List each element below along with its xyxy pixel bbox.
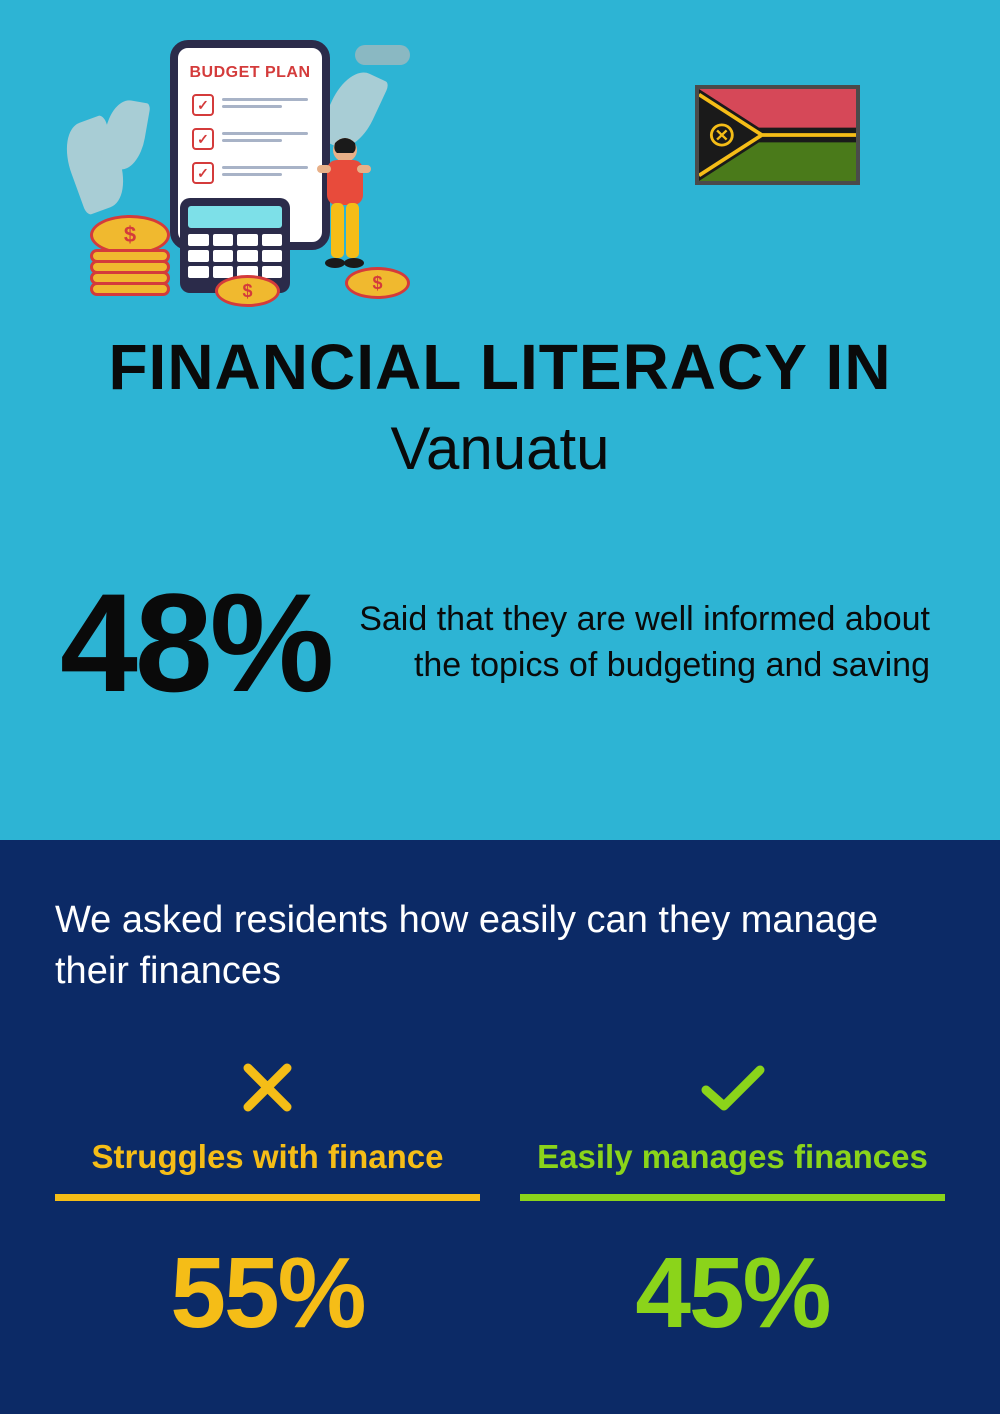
comparison-row: Struggles with finance 55% Easily manage… xyxy=(55,1053,945,1351)
struggles-divider xyxy=(55,1194,480,1201)
manages-label: Easily manages finances xyxy=(520,1138,945,1176)
clipboard-title: BUDGET PLAN xyxy=(178,64,322,82)
coin-stack: $ xyxy=(90,215,170,293)
main-stat: 48% Said that they are well informed abo… xyxy=(60,573,940,713)
manages-divider xyxy=(520,1194,945,1201)
main-stat-description: Said that they are well informed about t… xyxy=(351,597,940,689)
check-icon xyxy=(698,1060,768,1115)
cross-icon xyxy=(240,1060,295,1115)
title-country: Vanuatu xyxy=(60,414,940,483)
coin-1: $ xyxy=(215,275,280,307)
budget-illustration: BUDGET PLAN ✓ ✓ ✓ $ xyxy=(60,30,420,310)
header-row: BUDGET PLAN ✓ ✓ ✓ $ xyxy=(60,30,940,310)
top-section: BUDGET PLAN ✓ ✓ ✓ $ xyxy=(0,0,1000,840)
vanuatu-flag xyxy=(695,85,860,185)
title-main: FINANCIAL LITERACY IN xyxy=(60,330,940,404)
struggles-percent: 55% xyxy=(55,1236,480,1351)
cloud-shape xyxy=(355,45,410,65)
title-block: FINANCIAL LITERACY IN Vanuatu xyxy=(60,330,940,483)
manages-percent: 45% xyxy=(520,1236,945,1351)
manages-column: Easily manages finances 45% xyxy=(520,1053,945,1351)
person-icon xyxy=(305,135,375,295)
main-stat-percent: 48% xyxy=(60,573,331,713)
bottom-section: We asked residents how easily can they m… xyxy=(0,840,1000,1414)
struggles-column: Struggles with finance 55% xyxy=(55,1053,480,1351)
struggles-label: Struggles with finance xyxy=(55,1138,480,1176)
survey-question: We asked residents how easily can they m… xyxy=(55,895,945,998)
